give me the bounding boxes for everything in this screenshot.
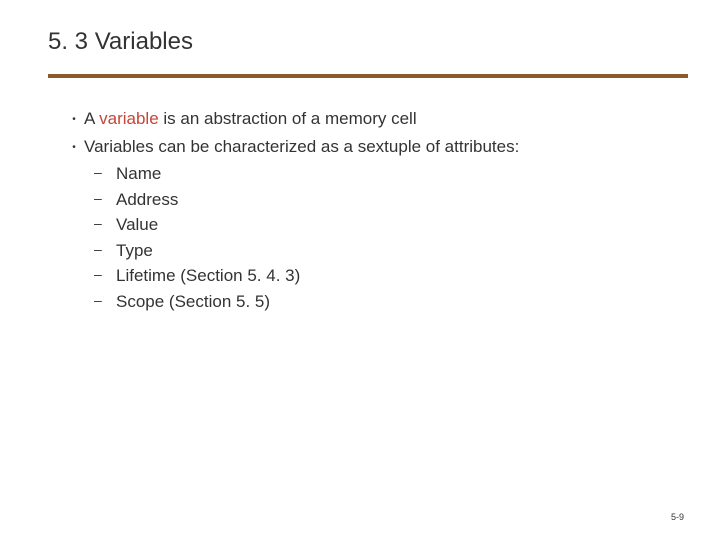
title-divider (48, 74, 688, 78)
sub-item-4-text: Type (116, 238, 153, 264)
bullet-1-prefix: A (84, 109, 99, 128)
sub-item-6: – Scope (Section 5. 5) (94, 289, 672, 315)
slide-container: 5. 3 Variables • A variable is an abstra… (0, 0, 720, 540)
dash-marker-icon: – (94, 187, 116, 209)
sub-item-5-text: Lifetime (Section 5. 4. 3) (116, 263, 300, 289)
dash-marker-icon: – (94, 212, 116, 234)
slide-title: 5. 3 Variables (48, 28, 672, 56)
bullet-1: • A variable is an abstraction of a memo… (64, 106, 672, 132)
sub-item-1-text: Name (116, 161, 161, 187)
bullet-2: • Variables can be characterized as a se… (64, 134, 672, 160)
dash-marker-icon: – (94, 289, 116, 311)
sub-item-3-text: Value (116, 212, 158, 238)
bullet-marker-icon: • (64, 134, 84, 155)
page-number: 5-9 (671, 512, 684, 522)
sub-item-2-text: Address (116, 187, 178, 213)
sub-item-1: – Name (94, 161, 672, 187)
slide-content: • A variable is an abstraction of a memo… (48, 106, 672, 314)
sub-item-5: – Lifetime (Section 5. 4. 3) (94, 263, 672, 289)
sub-item-3: – Value (94, 212, 672, 238)
bullet-1-suffix: is an abstraction of a memory cell (159, 109, 417, 128)
bullet-1-highlight: variable (99, 109, 159, 128)
bullet-2-text: Variables can be characterized as a sext… (84, 134, 672, 160)
bullet-1-text: A variable is an abstraction of a memory… (84, 106, 672, 132)
dash-marker-icon: – (94, 238, 116, 260)
bullet-marker-icon: • (64, 106, 84, 127)
sub-item-4: – Type (94, 238, 672, 264)
sub-item-2: – Address (94, 187, 672, 213)
sub-list: – Name – Address – Value – Type – Lifeti… (64, 161, 672, 314)
sub-item-6-text: Scope (Section 5. 5) (116, 289, 270, 315)
dash-marker-icon: – (94, 161, 116, 183)
dash-marker-icon: – (94, 263, 116, 285)
